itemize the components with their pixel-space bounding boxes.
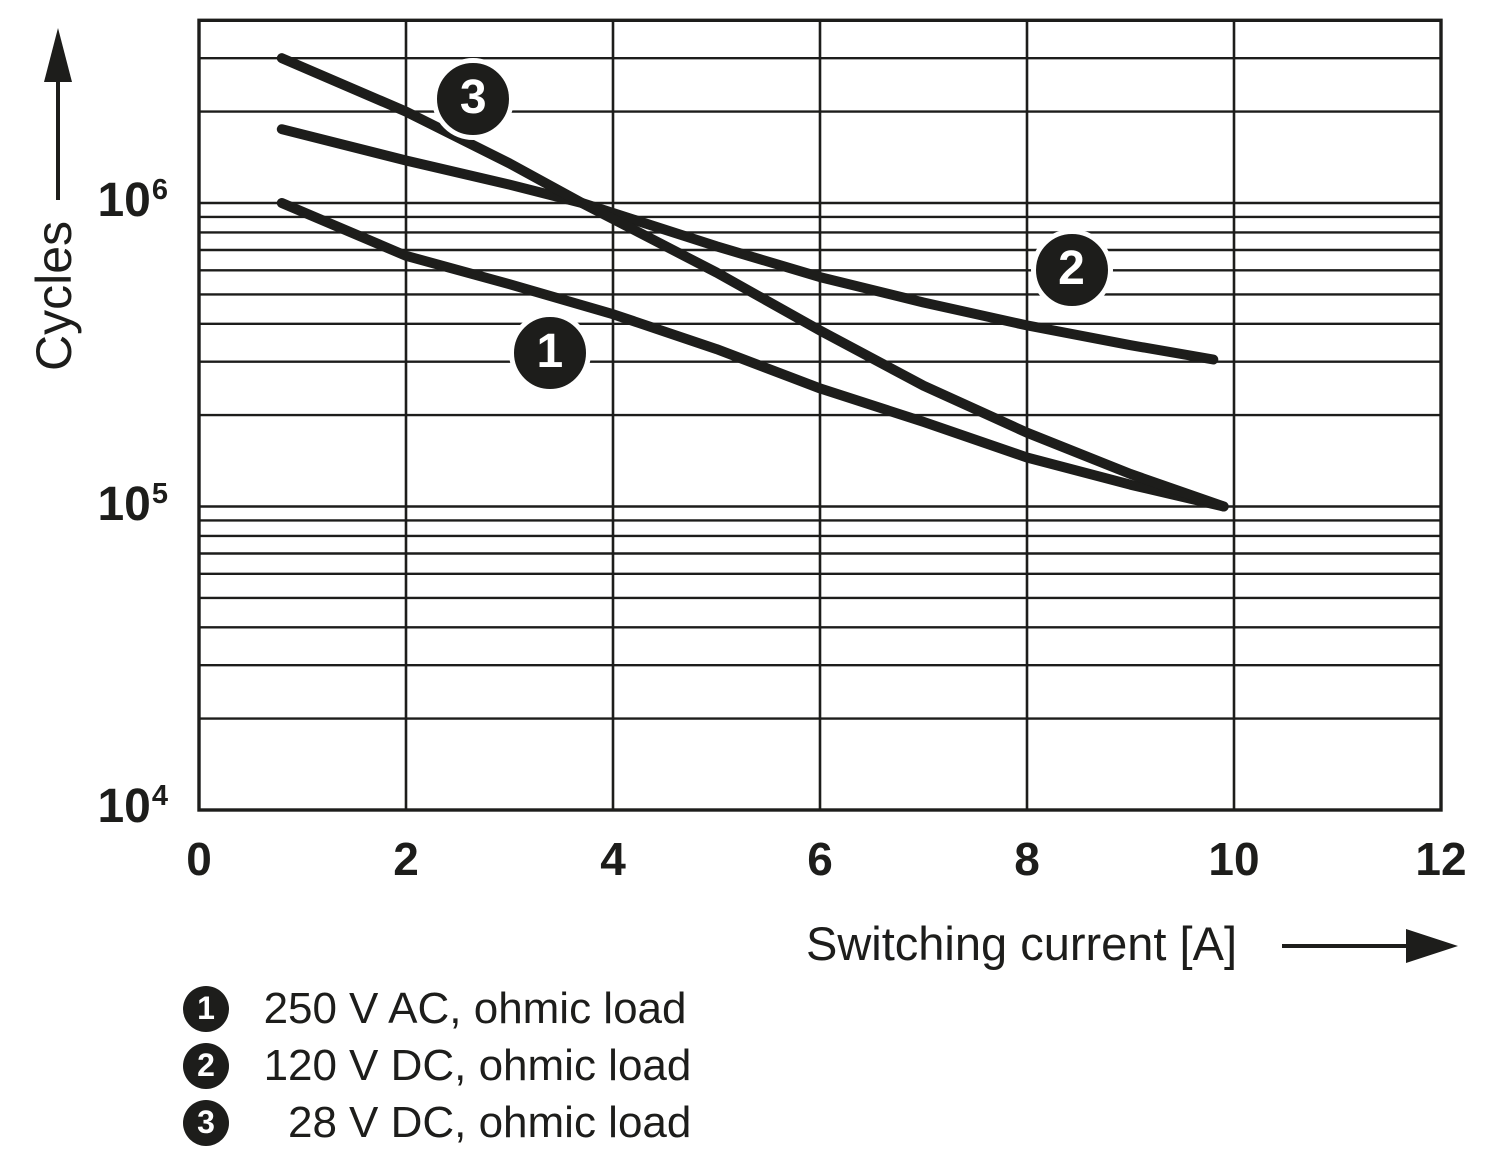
legend-item-250vac: 1 250 V AC, ohmic load — [183, 980, 691, 1037]
grid-layer — [197, 18, 1443, 812]
x-tick-8: 8 — [1014, 833, 1040, 885]
y-tick-1e6-exponent: 6 — [151, 174, 168, 206]
curve-badge-1: 1 — [508, 312, 591, 395]
x-axis-title: Switching current [A] — [806, 917, 1238, 970]
legend-voltage-1: 250 — [263, 983, 337, 1033]
y-tick-1e4-exponent: 4 — [151, 780, 168, 812]
y-tick-1e5: 105 — [97, 478, 168, 531]
y-tick-1e4: 104 — [97, 780, 168, 833]
x-axis-arrow-head-icon — [1406, 929, 1458, 963]
x-tick-4: 4 — [600, 833, 626, 885]
legend-load-3: V DC, ohmic load — [349, 1097, 692, 1147]
x-tick-2: 2 — [393, 833, 419, 885]
legend: 1 250 V AC, ohmic load 2 120 V DC, ohmic… — [183, 980, 691, 1151]
x-tick-0: 0 — [186, 833, 212, 885]
legend-voltage-3: 28 — [288, 1097, 337, 1147]
legend-marker-3: 3 — [183, 1099, 229, 1146]
curve-layer — [276, 53, 1229, 512]
curve-badge-2: 2 — [1030, 229, 1113, 312]
y-axis-arrow-head-icon — [44, 28, 72, 82]
y-tick-1e5-exponent: 5 — [151, 478, 168, 510]
curve-2 — [276, 124, 1219, 365]
plot-border — [197, 18, 1443, 812]
curve-3 — [276, 53, 1229, 512]
legend-load-2: V DC, ohmic load — [349, 1040, 692, 1090]
legend-item-28vdc: 3 28 V DC, ohmic load — [183, 1094, 691, 1151]
legend-load-1: V AC, ohmic load — [349, 983, 687, 1033]
y-tick-1e6: 106 — [97, 174, 168, 227]
x-tick-12: 12 — [1415, 833, 1467, 885]
curve-1 — [276, 198, 1229, 512]
legend-voltage-2: 120 — [263, 1040, 337, 1090]
x-tick-6: 6 — [807, 833, 833, 885]
y-axis-title: Cycles — [26, 220, 82, 372]
legend-marker-2: 2 — [183, 1042, 229, 1089]
legend-marker-1: 1 — [183, 985, 229, 1032]
legend-item-120vdc: 2 120 V DC, ohmic load — [183, 1037, 691, 1094]
curve-badge-3: 3 — [432, 58, 515, 141]
x-tick-10: 10 — [1208, 833, 1260, 885]
